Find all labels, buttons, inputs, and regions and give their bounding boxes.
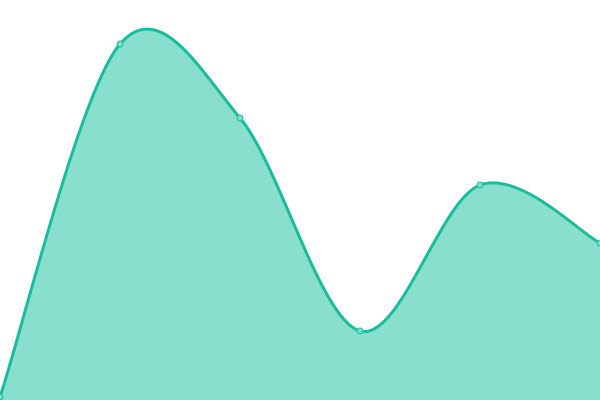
data-points xyxy=(0,40,600,400)
data-point xyxy=(356,327,364,335)
data-point xyxy=(116,40,124,48)
data-point xyxy=(596,239,600,247)
area-fill xyxy=(0,29,600,400)
data-point xyxy=(236,114,244,122)
data-point xyxy=(476,181,484,189)
data-point xyxy=(0,393,4,400)
